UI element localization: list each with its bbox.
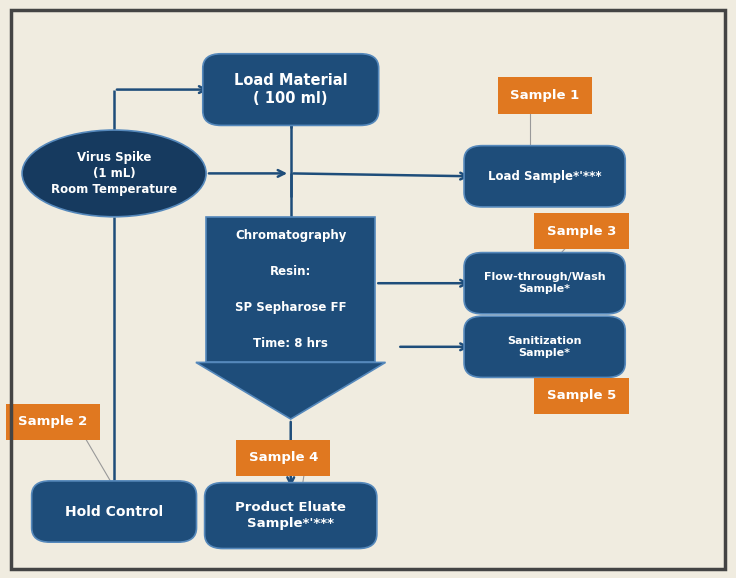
Polygon shape xyxy=(196,362,386,419)
Text: Product Eluate
Sample*'***: Product Eluate Sample*'*** xyxy=(236,501,346,530)
Text: Virus Spike
(1 mL)
Room Temperature: Virus Spike (1 mL) Room Temperature xyxy=(51,151,177,196)
FancyBboxPatch shape xyxy=(464,146,625,207)
Text: Sanitization
Sample*: Sanitization Sample* xyxy=(507,336,582,358)
FancyBboxPatch shape xyxy=(534,378,629,414)
FancyBboxPatch shape xyxy=(464,316,625,377)
Text: Sample 2: Sample 2 xyxy=(18,416,88,428)
Text: Sample 5: Sample 5 xyxy=(547,390,616,402)
Text: Sample 4: Sample 4 xyxy=(249,451,318,464)
Text: Sample 1: Sample 1 xyxy=(510,89,579,102)
FancyBboxPatch shape xyxy=(6,403,100,440)
FancyBboxPatch shape xyxy=(236,439,330,476)
Text: Sample 3: Sample 3 xyxy=(547,225,616,238)
FancyBboxPatch shape xyxy=(534,213,629,250)
FancyBboxPatch shape xyxy=(203,54,378,125)
Text: Hold Control: Hold Control xyxy=(65,505,163,518)
Bar xyxy=(206,217,375,362)
Text: Chromatography

Resin:

SP Sepharose FF

Time: 8 hrs: Chromatography Resin: SP Sepharose FF Ti… xyxy=(235,229,347,350)
FancyBboxPatch shape xyxy=(498,77,592,113)
Text: Flow-through/Wash
Sample*: Flow-through/Wash Sample* xyxy=(484,272,606,294)
Text: Load Material
( 100 ml): Load Material ( 100 ml) xyxy=(234,73,347,106)
Text: Load Sample*'***: Load Sample*'*** xyxy=(488,170,601,183)
FancyBboxPatch shape xyxy=(32,481,197,542)
Ellipse shape xyxy=(22,130,206,217)
FancyBboxPatch shape xyxy=(205,483,377,549)
FancyBboxPatch shape xyxy=(464,253,625,314)
